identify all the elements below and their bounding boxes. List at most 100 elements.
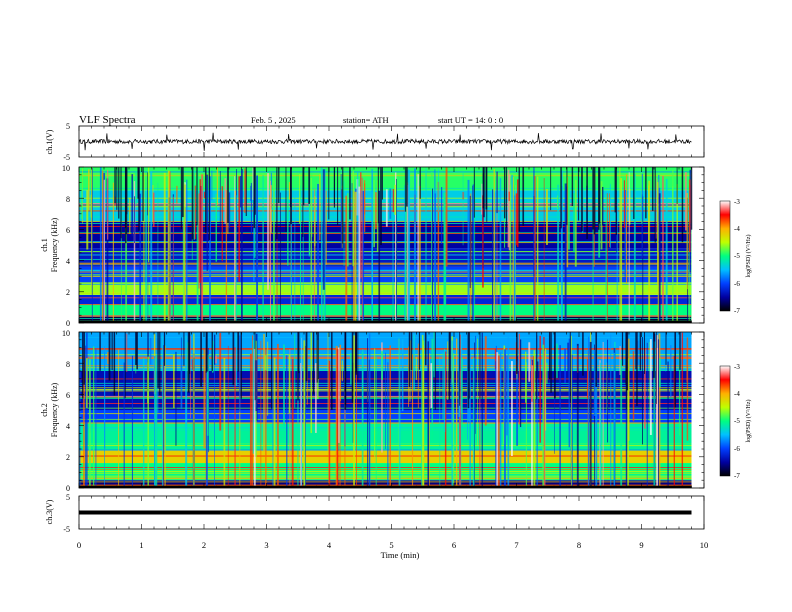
spectrogram-streak	[381, 342, 383, 453]
spectrogram-streak	[150, 171, 153, 323]
spectrogram-streak	[249, 353, 252, 488]
spectrogram-line	[79, 258, 692, 260]
spectrogram-line	[79, 472, 692, 474]
spectrogram-streak	[153, 355, 156, 488]
spectrogram-streak	[238, 176, 241, 282]
spectrogram-streak	[609, 183, 611, 248]
spectrogram-streak	[214, 334, 216, 365]
spectrogram-streak	[182, 182, 185, 323]
spectrogram-streak	[472, 357, 475, 488]
spectrogram-streak	[620, 178, 623, 323]
spectrogram-streak	[600, 181, 603, 250]
spectrogram-gap	[333, 167, 335, 205]
spectrogram-streak	[525, 351, 527, 403]
spectrogram-streak	[224, 178, 227, 224]
spectrogram-streak	[371, 191, 373, 323]
spectrogram-streak	[211, 170, 213, 201]
spectrogram-gap	[571, 167, 574, 207]
spectrogram-gap	[135, 332, 137, 366]
spectrogram-streak	[106, 178, 109, 323]
spectrogram-gap	[138, 167, 140, 231]
spectrogram-gap	[227, 167, 229, 223]
spectrogram-streak	[367, 338, 368, 488]
spectrogram-line	[79, 223, 692, 224]
ch1-spectrogram-panel: 10 8 6 4 2 0 ch.1 Frequency (kHz) -3 -4 …	[40, 164, 752, 328]
spectrogram-streak	[648, 180, 651, 323]
spectrogram-streak	[506, 355, 508, 436]
spectrogram-streak	[519, 339, 522, 428]
ch2-colorbar-tick-m5: -5	[734, 417, 740, 425]
spectrogram-line	[79, 226, 692, 227]
spectrogram-streak	[557, 184, 560, 323]
spectrogram-streak	[288, 354, 291, 413]
date-label: Feb. 5 , 2025	[251, 115, 296, 125]
spectrogram-streak	[353, 335, 355, 488]
spectrogram-streak	[431, 338, 434, 441]
spectrogram-gap	[654, 167, 656, 243]
spectrogram-streak	[163, 172, 166, 323]
spectrogram-streak	[595, 352, 598, 488]
spectrogram-line	[79, 204, 692, 206]
spectrogram-streak	[430, 363, 433, 408]
spectrogram-line	[79, 484, 692, 486]
spectrogram-streak	[392, 188, 395, 213]
spectrogram-streak	[625, 357, 628, 488]
spectrogram-streak	[291, 359, 294, 488]
spectrogram-streak	[421, 352, 422, 488]
spectrogram-streak	[655, 177, 657, 239]
spectrogram-gap	[308, 167, 311, 204]
ch1-spectrogram-ylabel-frequency: Frequency (kHz)	[50, 217, 59, 272]
spectrogram-streak	[186, 179, 188, 323]
spectrogram-streak	[417, 174, 419, 323]
spectrogram-streak	[624, 190, 627, 277]
spectrogram-streak	[253, 196, 255, 282]
spectrogram-streak	[172, 196, 174, 323]
spectrogram-streak	[665, 339, 666, 372]
spectrogram-streak	[425, 168, 427, 323]
ch1-colorbar-tick-m6: -6	[734, 280, 740, 288]
spectrogram-streak	[528, 342, 531, 382]
spectrogram-gap	[639, 332, 642, 371]
spectrogram-streak	[401, 339, 404, 412]
spectrogram-streak	[544, 348, 547, 431]
spectrogram-streak	[123, 362, 125, 488]
ch1-spectrogram-ylabel-channel: ch.1	[40, 238, 49, 252]
spectrogram-gap	[593, 167, 596, 235]
ch1-freq-tick-10: 10	[62, 164, 70, 173]
time-tick-label: 7	[514, 540, 518, 550]
spectrogram-gap	[377, 167, 379, 224]
spectrogram-streak	[216, 167, 219, 205]
spectrogram-streak	[498, 355, 500, 488]
spectrogram-gap	[467, 332, 470, 409]
spectrogram-line	[79, 187, 692, 189]
spectrogram-streak	[414, 168, 416, 323]
spectrogram-streak	[556, 343, 558, 378]
spectrogram-gap	[459, 332, 461, 406]
spectrogram-streak	[455, 338, 458, 488]
spectrogram-line	[79, 263, 692, 265]
spectrogram-gap	[665, 332, 667, 365]
spectrogram-streak	[155, 354, 158, 488]
spectrogram-streak	[79, 359, 81, 488]
spectrogram-streak	[649, 339, 652, 435]
spectrogram-streak	[340, 174, 342, 250]
spectrogram-streak	[288, 182, 291, 200]
spectrogram-gap	[211, 332, 213, 371]
spectrogram-gap	[651, 167, 654, 211]
spectrogram-line	[79, 481, 692, 483]
spectrogram-streak	[339, 344, 341, 488]
spectrogram-streak	[343, 181, 345, 266]
spectrogram-streak	[469, 353, 471, 488]
start-time-label: start UT = 14: 0 : 0	[438, 115, 503, 125]
spectrogram-streak	[533, 196, 535, 277]
spectrogram-streak	[445, 167, 448, 267]
spectrogram-streak	[309, 181, 311, 256]
spectrogram-streak	[356, 334, 357, 488]
spectrogram-streak	[577, 345, 579, 373]
spectrogram-streak	[345, 195, 348, 323]
spectrogram-streak	[443, 348, 446, 433]
spectrogram-streak	[438, 168, 439, 212]
spectrogram-gap	[690, 167, 693, 230]
spectrogram-streak	[310, 177, 313, 323]
spectrogram-streak	[564, 348, 567, 383]
